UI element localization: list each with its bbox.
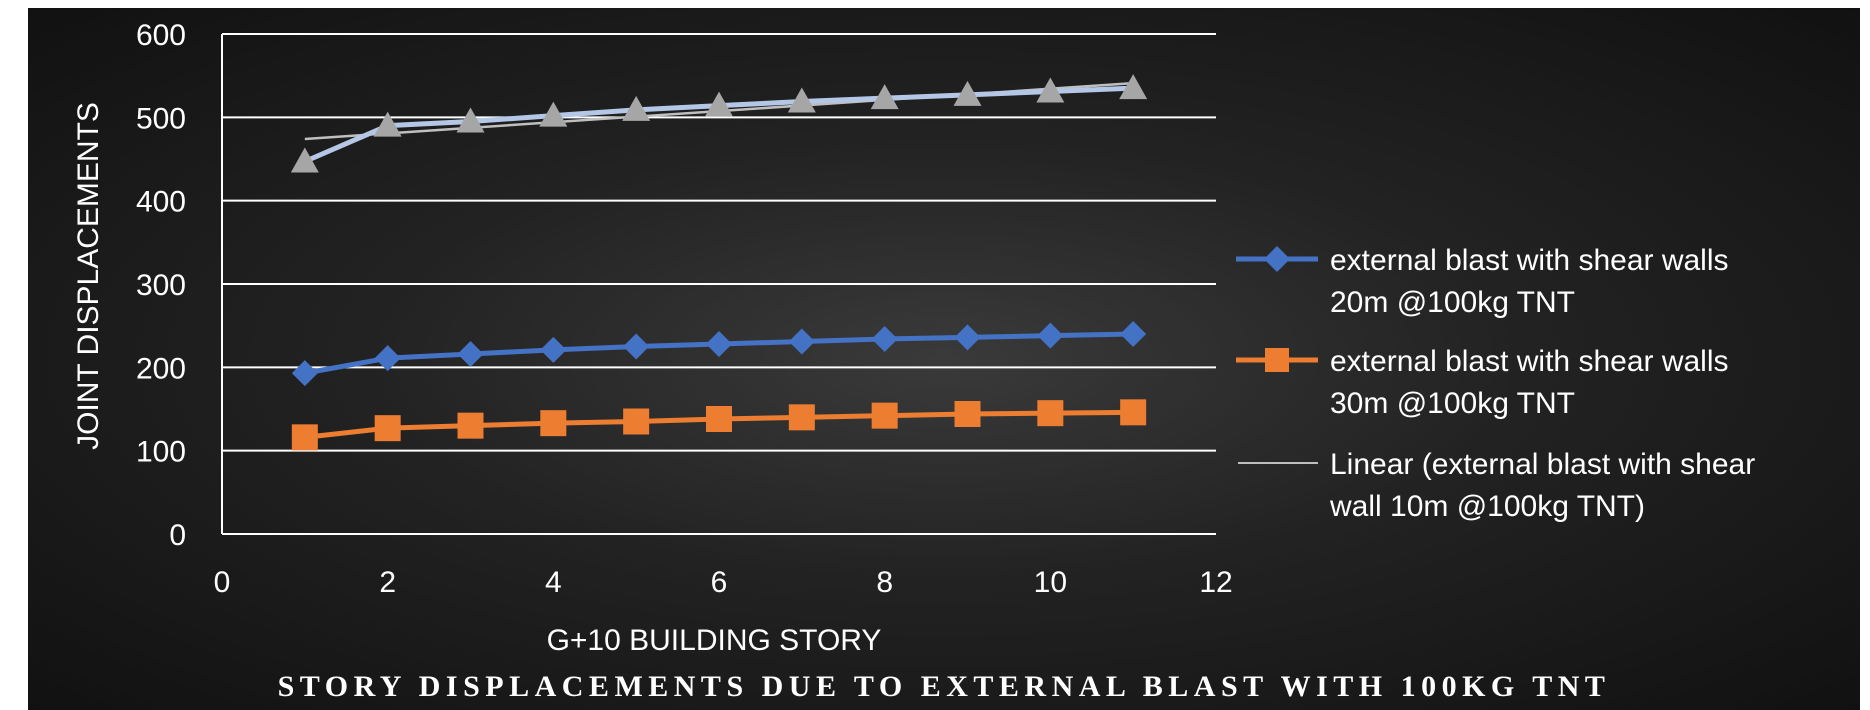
data-point-square bbox=[1120, 399, 1147, 426]
legend-diamond-marker-icon bbox=[1264, 246, 1290, 272]
chart-title: STORY DISPLACEMENTS DUE TO EXTERNAL BLAS… bbox=[278, 670, 1611, 703]
data-point-triangle bbox=[1036, 77, 1065, 103]
data-point-square bbox=[457, 412, 484, 439]
x-tick-label: 2 bbox=[379, 566, 396, 599]
x-tick-label: 4 bbox=[545, 566, 562, 599]
data-point-diamond bbox=[871, 326, 898, 352]
legend: external blast with shear walls 20m @100… bbox=[1236, 244, 1755, 523]
data-point-triangle bbox=[373, 111, 402, 137]
legend-label-trend-line2: wall 10m @100kg TNT) bbox=[1329, 490, 1645, 523]
data-point-diamond bbox=[706, 331, 732, 357]
x-tick-label: 10 bbox=[1034, 566, 1067, 599]
y-tick-label: 0 bbox=[169, 519, 186, 552]
line-chart: 0 100 200 300 400 500 600 0 2 4 6 8 10 12 JOINT DISPL… bbox=[72, 19, 1755, 703]
data-point-triangle bbox=[290, 147, 319, 173]
x-tick-label: 12 bbox=[1199, 566, 1232, 599]
data-point-triangle bbox=[870, 84, 899, 110]
axes bbox=[221, 34, 1216, 535]
legend-item-linear-trend[interactable]: Linear (external blast with shear wall 1… bbox=[1238, 448, 1755, 523]
data-point-diamond bbox=[623, 333, 650, 360]
data-point-diamond bbox=[1120, 321, 1147, 347]
data-point-square bbox=[291, 424, 318, 451]
legend-item-30m[interactable]: external blast with shear walls 30m @100… bbox=[1236, 345, 1729, 420]
y-tick-label: 400 bbox=[136, 186, 186, 219]
data-point-square bbox=[871, 402, 898, 429]
data-point-triangle bbox=[953, 80, 982, 106]
data-point-diamond bbox=[954, 324, 981, 351]
legend-label-trend-line1: Linear (external blast with shear bbox=[1330, 448, 1755, 481]
data-point-triangle bbox=[705, 91, 733, 117]
data-point-square bbox=[374, 415, 401, 442]
y-tick-label: 100 bbox=[136, 436, 186, 469]
y-tick-label: 600 bbox=[136, 19, 186, 52]
chart-frame: 0 100 200 300 400 500 600 0 2 4 6 8 10 12 JOINT DISPL… bbox=[28, 8, 1860, 710]
data-point-square bbox=[706, 406, 732, 432]
data-point-diamond bbox=[540, 336, 567, 363]
data-point-square bbox=[954, 401, 981, 427]
data-point-triangle bbox=[622, 95, 651, 121]
y-tick-label: 300 bbox=[136, 269, 186, 302]
legend-label-30m-line1: external blast with shear walls bbox=[1330, 345, 1729, 378]
legend-label-30m-line2: 30m @100kg TNT bbox=[1330, 387, 1575, 420]
data-point-triangle bbox=[787, 87, 816, 113]
y-tick-label: 200 bbox=[136, 352, 186, 385]
legend-label-20m-line2: 20m @100kg TNT bbox=[1330, 286, 1575, 319]
data-point-diamond bbox=[788, 328, 815, 355]
legend-label-20m-line1: external blast with shear walls bbox=[1330, 244, 1729, 277]
data-point-diamond bbox=[291, 360, 318, 387]
y-tick-label: 500 bbox=[136, 102, 186, 135]
data-point-square bbox=[623, 408, 650, 435]
legend-square-marker-icon bbox=[1265, 348, 1289, 372]
x-tick-label: 6 bbox=[711, 566, 728, 599]
data-point-triangle bbox=[456, 107, 485, 133]
y-axis-title: JOINT DISPLACEMENTS bbox=[72, 102, 105, 450]
data-point-diamond bbox=[374, 345, 401, 372]
legend-item-20m[interactable]: external blast with shear walls 20m @100… bbox=[1236, 244, 1729, 319]
data-point-square bbox=[788, 404, 815, 431]
x-axis-title: G+10 BUILDING STORY bbox=[547, 624, 882, 657]
data-point-diamond bbox=[1037, 322, 1064, 349]
data-point-square bbox=[540, 410, 567, 437]
data-point-triangle bbox=[539, 101, 568, 127]
tick-labels: 0 100 200 300 400 500 600 0 2 4 6 8 10 12 bbox=[136, 19, 1233, 599]
data-point-triangle bbox=[1119, 74, 1148, 100]
series-layer bbox=[290, 74, 1148, 451]
series-1 bbox=[290, 74, 1148, 173]
series-3 bbox=[291, 399, 1147, 451]
data-point-square bbox=[1037, 400, 1064, 427]
x-tick-label: 8 bbox=[876, 566, 893, 599]
x-tick-label: 0 bbox=[214, 566, 231, 599]
data-point-diamond bbox=[457, 341, 484, 367]
series-2 bbox=[291, 321, 1147, 387]
